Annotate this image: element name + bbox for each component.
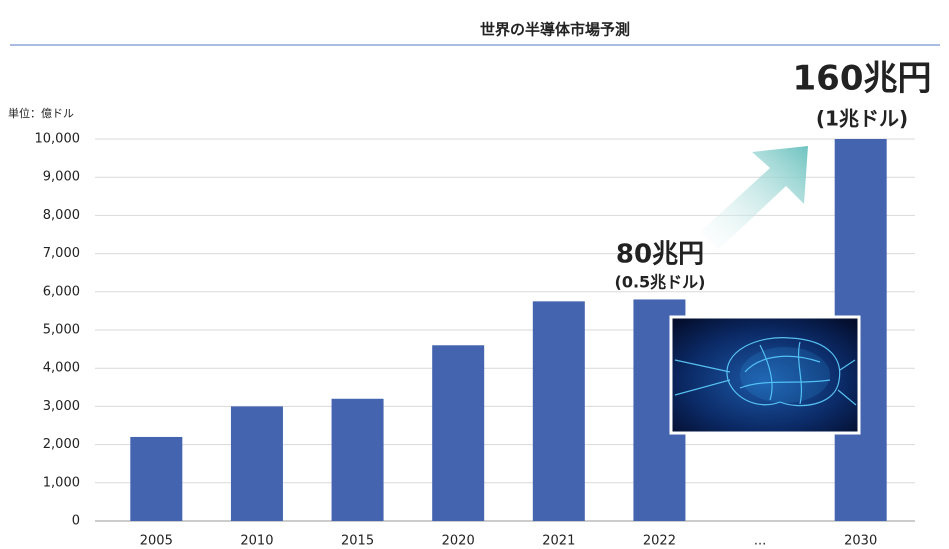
growth-arrow: [700, 146, 808, 250]
x-tick-label: 2010: [240, 534, 273, 549]
y-tick-label: 6,000: [43, 284, 80, 299]
y-tick-label: 4,000: [43, 361, 80, 376]
bar: [432, 345, 485, 521]
bar: [532, 301, 585, 521]
annotation: 160兆円: [793, 59, 932, 99]
unit-label: 単位：億ドル: [8, 106, 74, 120]
x-tick-label: 2022: [643, 534, 676, 549]
x-tick-label: 2005: [140, 534, 173, 549]
x-tick-label: 2015: [341, 534, 374, 549]
bar: [331, 398, 384, 521]
bar: [130, 436, 183, 521]
annotation: 80兆円: [616, 240, 704, 270]
brain-image: [669, 315, 861, 435]
y-tick-label: 3,000: [43, 399, 80, 414]
bar: [230, 406, 283, 521]
chart-title: 世界の半導体市場予測: [480, 21, 630, 39]
overlay: [669, 146, 861, 435]
x-tick-label: 2030: [844, 534, 877, 549]
y-tick-label: 1,000: [43, 475, 80, 490]
y-tick-label: 7,000: [43, 246, 80, 261]
y-tick-label: 10,000: [35, 132, 81, 147]
y-tick-label: 2,000: [43, 437, 80, 452]
x-tick-label: 2021: [542, 534, 575, 549]
y-tick-label: 0: [72, 514, 80, 529]
y-tick-label: 5,000: [43, 323, 80, 338]
x-tick-label: ...: [754, 534, 766, 549]
y-tick-label: 9,000: [43, 170, 80, 185]
x-tick-label: 2020: [442, 534, 475, 549]
y-tick-label: 8,000: [43, 208, 80, 223]
annotation: (0.5兆ドル): [615, 273, 706, 292]
annotation: (1兆ドル): [816, 107, 908, 131]
